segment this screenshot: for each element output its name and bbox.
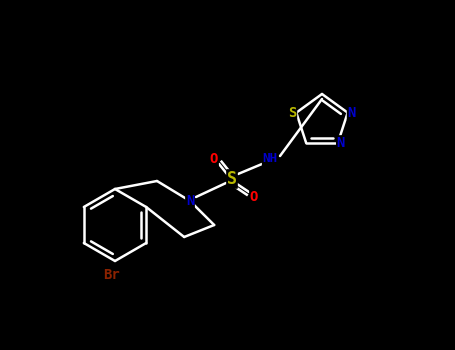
Text: S: S — [288, 106, 297, 120]
Text: O: O — [250, 190, 258, 204]
Text: O: O — [210, 152, 218, 166]
Text: N: N — [348, 106, 356, 120]
Text: N: N — [337, 136, 345, 150]
Text: Br: Br — [103, 268, 119, 282]
Text: S: S — [227, 170, 237, 188]
Text: N: N — [186, 194, 194, 208]
Text: NH: NH — [263, 153, 278, 166]
